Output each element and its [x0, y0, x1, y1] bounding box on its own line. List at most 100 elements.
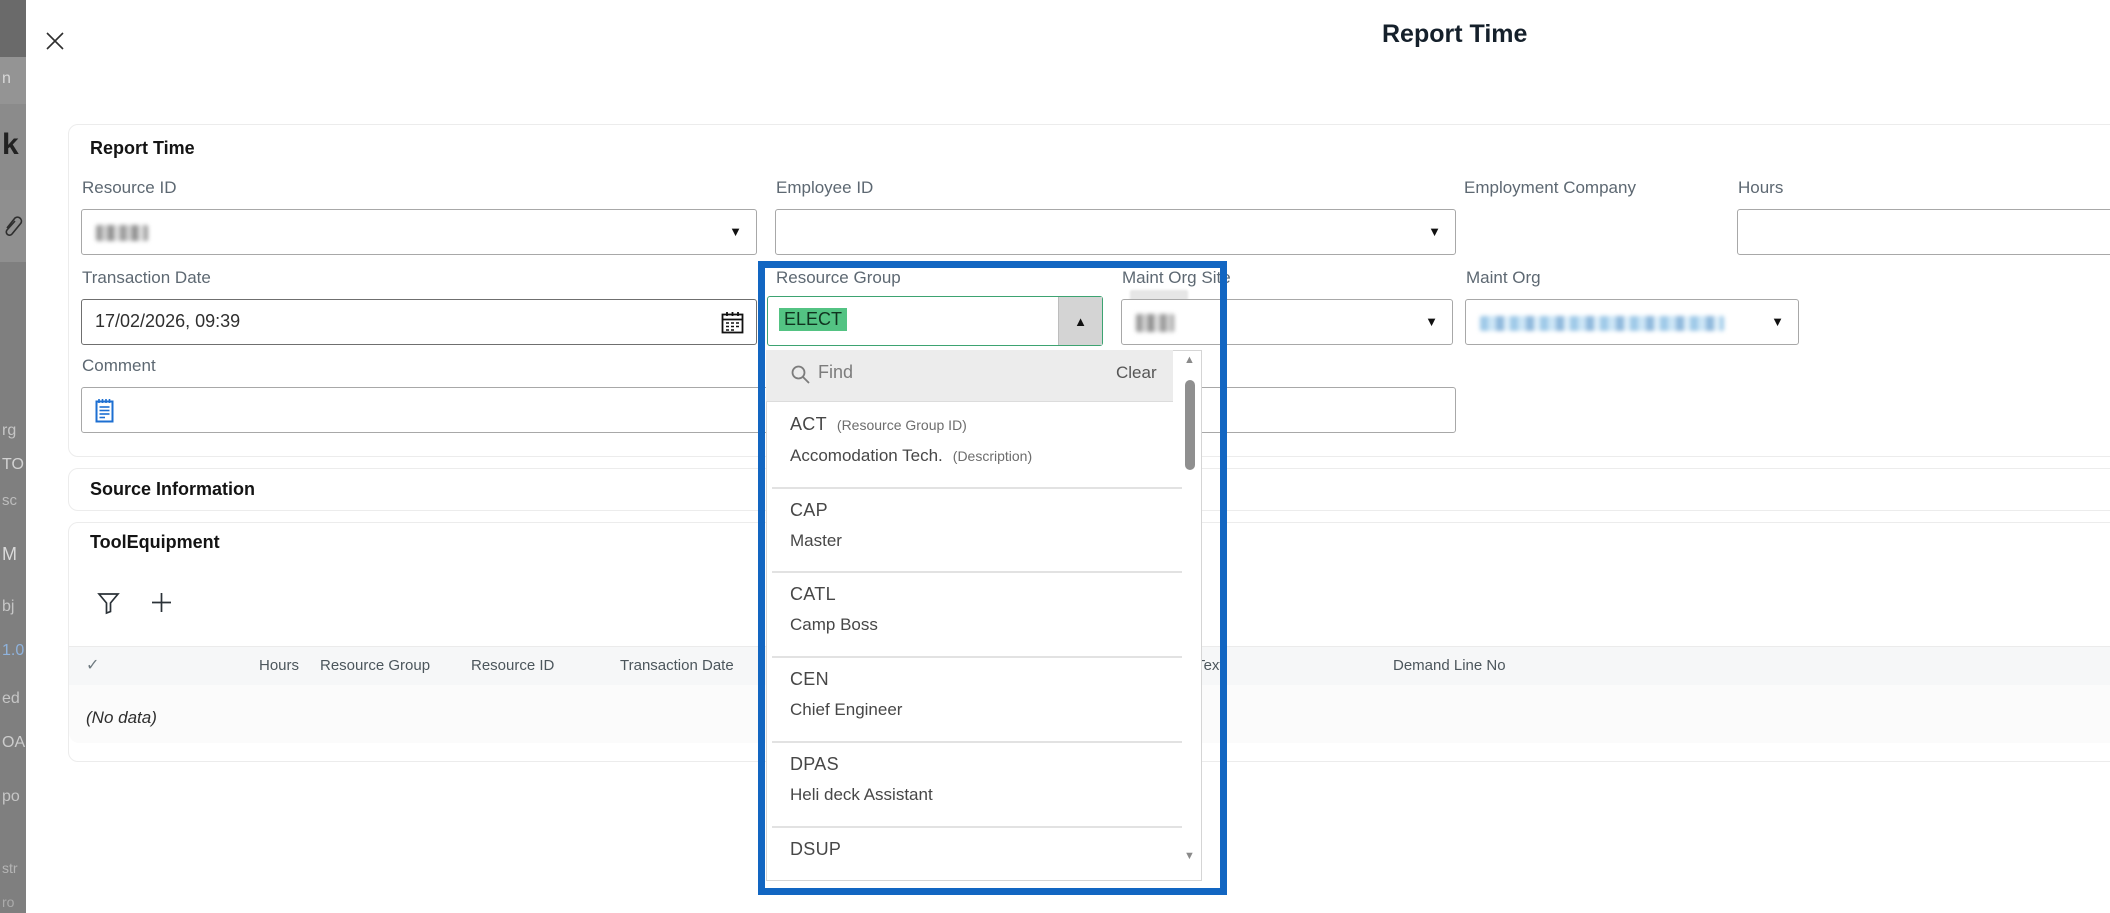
list-item[interactable]: CAP — [790, 500, 828, 521]
employee-id-field[interactable]: ▼ — [775, 209, 1456, 255]
item-desc-note: (Description) — [952, 448, 1033, 464]
chevron-up-icon: ▲ — [1074, 313, 1087, 329]
strip-text-fragment: TO — [2, 456, 24, 473]
strip-text-fragment: M — [2, 544, 17, 564]
maint-org-site-label: Maint Org Site — [1122, 268, 1231, 287]
select-all-check-icon[interactable]: ✓ — [86, 657, 100, 674]
chevron-down-icon[interactable]: ▼ — [729, 224, 742, 239]
resource-id-field[interactable]: ▼ — [81, 209, 757, 255]
strip-text-fragment: 1.0 — [2, 642, 25, 659]
list-item-description[interactable]: Accomodation Tech. (Description) — [790, 446, 1032, 466]
maint-org-site-redacted-value — [1136, 314, 1174, 332]
column-header-resource-group[interactable]: Resource Group — [320, 657, 431, 674]
strip-text-fragment: ro — [2, 894, 15, 910]
list-separator — [772, 741, 1182, 743]
chevron-down-icon[interactable]: ▼ — [1425, 314, 1438, 329]
strip-text-fragment: ed — [2, 690, 20, 707]
find-input[interactable]: Find — [818, 362, 854, 382]
list-item-description[interactable]: Chief Engineer — [790, 700, 902, 720]
hours-label: Hours — [1738, 178, 1784, 197]
strip-text-fragment: k — [2, 128, 19, 161]
resource-group-dropdown-list — [766, 350, 1202, 881]
list-item[interactable]: DSUP — [790, 839, 841, 860]
item-desc: Heli deck Assistant — [790, 785, 933, 804]
item-id: CATL — [790, 584, 836, 604]
list-separator — [772, 571, 1182, 573]
strip-band — [0, 57, 26, 104]
list-item-description[interactable]: Master — [790, 531, 842, 551]
list-item[interactable]: ACT (Resource Group ID) — [790, 414, 967, 435]
dropdown-panel-border — [758, 261, 1227, 895]
resource-id-redacted-value — [96, 225, 148, 241]
column-header-hours[interactable]: Hours — [258, 657, 299, 674]
resource-group-selected-text: ELECT — [779, 308, 848, 331]
resource-group-field[interactable]: ELECT ▲ — [767, 296, 1103, 346]
calendar-icon[interactable] — [721, 311, 744, 334]
strip-text-fragment: rg — [2, 422, 17, 439]
strip-text-fragment: OA — [2, 734, 26, 751]
item-id-note: (Resource Group ID) — [836, 417, 967, 433]
paperclip-icon — [5, 216, 23, 236]
strip-text-fragment: sc — [2, 492, 17, 509]
list-separator — [772, 487, 1182, 489]
item-id: DSUP — [790, 839, 842, 859]
item-id: ACT — [790, 414, 827, 434]
section-title-report-time: Report Time — [90, 138, 195, 158]
strip-band — [0, 0, 26, 57]
strip-text-fragment: bj — [2, 598, 15, 615]
item-id: DPAS — [790, 754, 839, 774]
scrollbar-up-icon[interactable]: ▲ — [1184, 354, 1195, 366]
search-icon — [791, 365, 810, 384]
filter-icon[interactable] — [96, 590, 121, 615]
close-button[interactable] — [44, 30, 70, 56]
employee-id-label: Employee ID — [776, 178, 874, 197]
section-title-source-information: Source Information — [90, 479, 256, 499]
employment-company-label: Employment Company — [1464, 178, 1636, 197]
strip-text-fragment: str — [2, 860, 18, 876]
item-id: CAP — [790, 500, 828, 520]
list-separator — [772, 656, 1182, 658]
list-item[interactable]: CATL — [790, 584, 836, 605]
item-desc: Camp Boss — [790, 615, 878, 634]
resource-group-label: Resource Group — [776, 268, 901, 287]
add-icon[interactable] — [150, 591, 173, 614]
column-header-transaction-date[interactable]: Transaction Date — [620, 657, 734, 674]
strip-band — [0, 190, 26, 262]
maint-org-site-field[interactable]: ▼ — [1121, 299, 1453, 345]
list-item-description[interactable]: Heli deck Assistant — [790, 785, 933, 805]
maint-org-field[interactable]: ▼ — [1465, 299, 1799, 345]
no-data-text: (No data) — [86, 708, 157, 727]
notepad-icon[interactable] — [95, 398, 114, 423]
transaction-date-label: Transaction Date — [82, 268, 211, 287]
resource-group-dropdown-toggle[interactable]: ▲ — [1058, 297, 1102, 345]
transaction-date-field[interactable]: 17/02/2026, 09:39 — [81, 299, 757, 345]
strip-band — [0, 104, 26, 190]
hours-field[interactable] — [1737, 209, 2110, 255]
background-page-strip: n k rg TO sc M bj 1.0 ed OA po str ro — [0, 0, 26, 913]
list-item[interactable]: CEN — [790, 669, 829, 690]
item-desc: Chief Engineer — [790, 700, 903, 719]
scrollbar-down-icon[interactable]: ▼ — [1184, 850, 1195, 862]
dropdown-find-row[interactable]: Find Clear — [766, 350, 1173, 402]
resource-id-label: Resource ID — [82, 178, 177, 197]
dialog-title: Report Time — [1382, 20, 1528, 48]
clear-button[interactable]: Clear — [1116, 363, 1157, 382]
chevron-down-icon[interactable]: ▼ — [1771, 314, 1784, 329]
item-desc: Master — [790, 531, 842, 550]
list-item-description[interactable]: Camp Boss — [790, 615, 878, 635]
column-header-demand-line-no[interactable]: Demand Line No — [1393, 657, 1506, 674]
column-header-resource-id[interactable]: Resource ID — [471, 657, 555, 674]
comment-label: Comment — [82, 356, 156, 375]
section-title-tool-equipment: ToolEquipment — [90, 532, 220, 552]
transaction-date-value: 17/02/2026, 09:39 — [95, 311, 241, 331]
list-separator — [772, 826, 1182, 828]
item-id: CEN — [790, 669, 829, 689]
list-item[interactable]: DPAS — [790, 754, 839, 775]
chevron-down-icon[interactable]: ▼ — [1428, 224, 1441, 239]
close-icon — [46, 32, 64, 50]
item-desc: Accomodation Tech. — [790, 446, 943, 465]
scrollbar-thumb[interactable] — [1185, 380, 1195, 470]
maint-org-redacted-value — [1480, 316, 1724, 331]
strip-text-fragment: n — [2, 70, 11, 87]
